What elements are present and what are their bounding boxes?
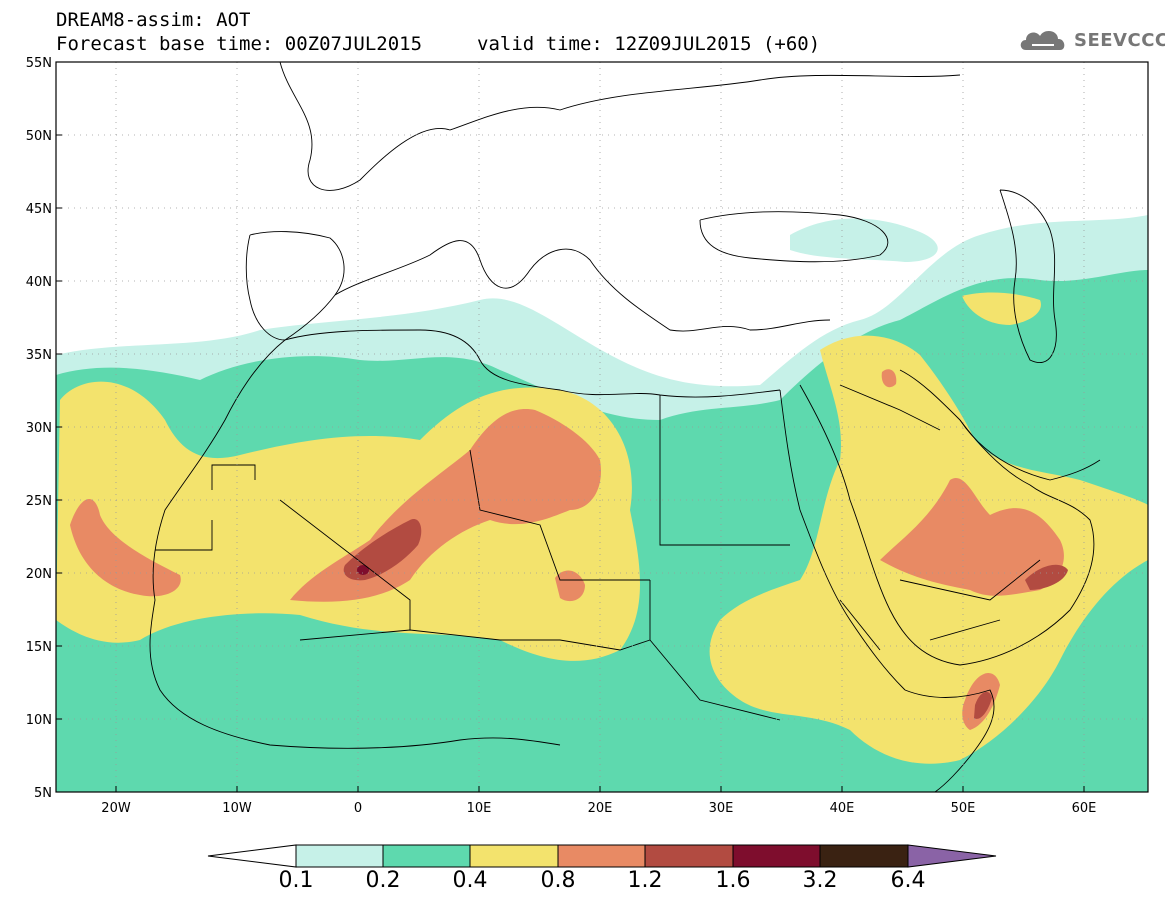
aot-band-0.8-chad (555, 570, 585, 602)
coast-europe-north (279, 62, 961, 191)
colorbar-label: 0.2 (365, 868, 401, 893)
aot-band-1.6-peak (357, 565, 369, 575)
colorbar-label: 6.4 (890, 868, 926, 893)
lat-label: 20N (26, 567, 52, 582)
coast-west-africa (149, 339, 561, 749)
colorbar-swatch (644, 844, 734, 868)
colorbar-label: 0.4 (452, 868, 488, 893)
lat-label: 50N (26, 129, 52, 144)
colorbar-label: 3.2 (802, 868, 838, 893)
colorbar-swatch (382, 844, 471, 868)
cloud-icon (1020, 30, 1065, 50)
lon-label: 60E (1072, 801, 1097, 816)
lon-label: 20E (588, 801, 613, 816)
lat-label: 15N (26, 640, 52, 655)
border-sahara-5 (155, 520, 213, 551)
coast-arabia (799, 369, 1095, 666)
lon-label: 0 (354, 801, 362, 816)
colorbar (207, 844, 997, 868)
border-sahel (299, 629, 651, 651)
colorbar-label: 1.6 (715, 868, 751, 893)
border-sahara-3 (659, 395, 790, 546)
lat-label: 45N (26, 202, 52, 217)
lon-label: 30E (709, 801, 734, 816)
lon-label: 10W (222, 801, 252, 816)
colorbar-swatch (295, 844, 384, 868)
map-title: DREAM8-assim: AOT (56, 9, 251, 31)
colorbar-swatch (557, 844, 646, 868)
lat-label: 55N (26, 56, 52, 71)
aot-band-0.8-iraq (881, 369, 897, 388)
border-arabia (839, 384, 1041, 641)
colorbar-swatch (732, 844, 821, 868)
colorbar-label: 0.1 (278, 868, 314, 893)
coast-black-sea (699, 211, 889, 263)
lat-label: 5N (34, 786, 52, 801)
lon-label: 40E (830, 801, 855, 816)
lat-labels: 55N 50N 45N 40N 35N 30N 25N 20N 15N 10N … (26, 56, 52, 801)
valid-time: valid time: 12Z09JUL2015 (+60) (477, 33, 821, 55)
lon-label: 20W (101, 801, 131, 816)
lat-label: 35N (26, 348, 52, 363)
colorbar-label: 1.2 (627, 868, 663, 893)
lat-label: 30N (26, 421, 52, 436)
colorbar-lower-arrow (207, 844, 297, 868)
lon-label: 50E (951, 801, 976, 816)
aot-band-0.8-arabia (880, 478, 1064, 596)
coast-med-north (334, 240, 831, 332)
border-sahara-1 (279, 499, 411, 630)
colorbar-swatch (469, 844, 559, 868)
border-sahara-2 (469, 449, 650, 581)
coast-north-africa (284, 329, 781, 398)
coastlines (149, 62, 1101, 792)
aot-band-1.2-somalia (974, 691, 992, 719)
grid (56, 62, 1148, 792)
lon-labels: 20W 10W 0 10E 20E 30E 40E 50E 60E (101, 801, 1096, 816)
coast-horn-africa (904, 689, 995, 792)
lon-label: 10E (467, 801, 492, 816)
tick-marks (56, 61, 1085, 793)
colorbar-upper-arrow (907, 844, 997, 868)
border-sahara-4 (211, 464, 256, 490)
colorbar-swatch (819, 844, 909, 868)
aot-band-0.4-caspian (962, 292, 1041, 325)
logo-text: SEEVCCC (1074, 30, 1165, 51)
forecast-base-time: Forecast base time: 00Z07JUL2015 (56, 33, 423, 55)
aot-band-0.1-north (790, 218, 938, 262)
lat-label: 40N (26, 275, 52, 290)
seevccc-logo (1018, 24, 1158, 56)
lat-label: 10N (26, 713, 52, 728)
aot-band-1.2-oman (1025, 564, 1068, 590)
colorbar-label: 0.8 (540, 868, 576, 893)
aot-field (56, 215, 1148, 792)
coast-persian-gulf (959, 419, 1101, 481)
lat-label: 25N (26, 494, 52, 509)
coast-caspian (999, 189, 1057, 363)
coast-iberia (245, 231, 345, 341)
border-east-africa (649, 580, 881, 721)
coast-red-sea-west (779, 389, 906, 691)
